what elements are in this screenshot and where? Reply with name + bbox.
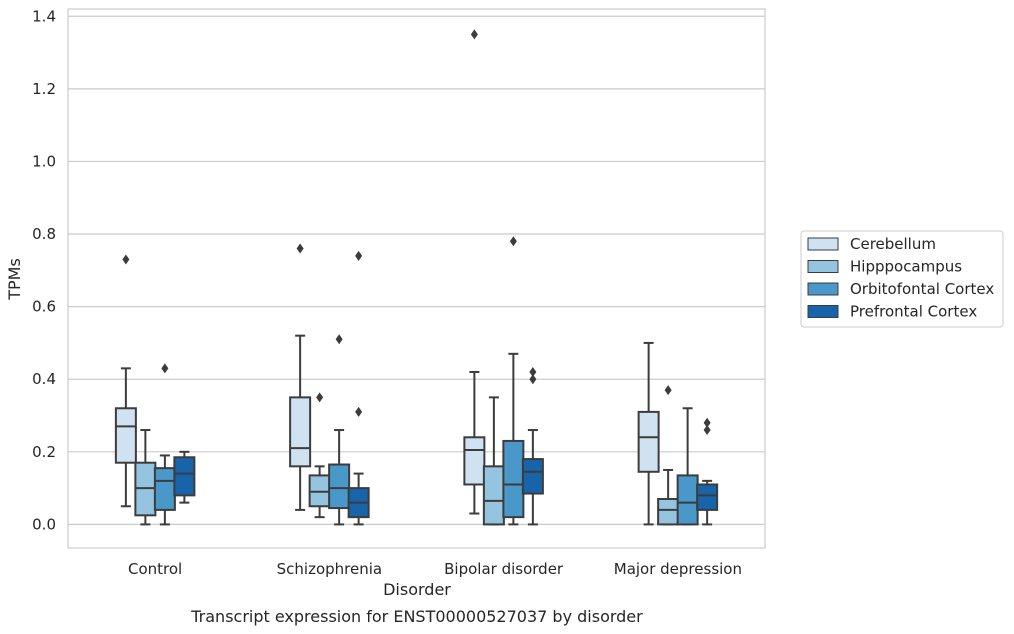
y-tick-label: 0.6 [32, 298, 56, 316]
legend: Cerebellum Hipppocampus Orbitofontal Corte… [800, 230, 1004, 328]
outlier-point [470, 29, 478, 40]
legend-label: Hipppocampus [850, 258, 962, 276]
outlier-point [335, 334, 343, 345]
legend-label: Prefrontal Cortex [850, 303, 977, 321]
gridlines [68, 15, 765, 526]
x-axis-label: Disorder [383, 580, 451, 599]
legend-swatch [807, 260, 839, 273]
plot-area-frame [67, 8, 766, 549]
x-tick-label: Schizophrenia [277, 560, 382, 578]
outlier-point [703, 417, 711, 428]
box-hipppocampus [482, 396, 505, 526]
box-iqr [676, 474, 699, 526]
box-cerebellum [463, 29, 486, 515]
y-tick-label: 0.2 [32, 443, 56, 461]
box-iqr [463, 436, 486, 486]
box-cerebellum [637, 341, 660, 526]
box-prefrontal-cortex [173, 450, 196, 504]
box-orbitofontal-cortex [328, 334, 351, 526]
box-prefrontal-cortex [521, 366, 544, 526]
legend-swatch [807, 237, 839, 251]
outlier-point [529, 366, 537, 377]
box-hipppocampus [134, 429, 157, 526]
box-iqr [521, 458, 544, 495]
box-orbitofontal-cortex [502, 236, 525, 526]
y-axis-label: TPMs [5, 258, 24, 301]
box-orbitofontal-cortex [153, 363, 176, 526]
y-tick-label: 1.0 [32, 152, 56, 170]
chart-caption: Transcript expression for ENST0000052703… [190, 607, 643, 626]
outlier-point [355, 406, 363, 417]
y-tick-label: 0.0 [32, 515, 56, 533]
box-prefrontal-cortex [347, 250, 370, 526]
outlier-point [529, 374, 537, 385]
legend-label: Orbitofontal Cortex [850, 280, 994, 298]
box-prefrontal-cortex [696, 417, 719, 526]
box-orbitofontal-cortex [676, 407, 699, 526]
legend-swatch [807, 282, 839, 296]
box-iqr [637, 410, 660, 473]
legend-frame [800, 230, 1004, 328]
box-iqr [502, 439, 525, 519]
box-iqr [657, 498, 680, 526]
x-axis-ticks: Control Schizophrenia Bipolar disorder Majo… [128, 560, 742, 578]
y-tick-label: 1.2 [32, 80, 56, 98]
boxes [114, 29, 719, 526]
y-axis-ticks: 0.0 0.2 0.4 0.6 0.8 1.0 1.2 1.4 [32, 7, 56, 533]
outlier-point [296, 243, 304, 254]
outlier-point [703, 425, 711, 436]
outlier-point [122, 254, 130, 265]
box-iqr [173, 456, 196, 497]
legend-swatch [807, 305, 839, 318]
y-tick-label: 1.4 [32, 7, 56, 25]
box-iqr [696, 483, 719, 511]
outlier-point [161, 363, 169, 374]
x-tick-label: Bipolar disorder [444, 560, 564, 578]
y-tick-label: 0.8 [32, 225, 56, 243]
box-iqr [482, 465, 505, 526]
y-tick-label: 0.4 [32, 370, 56, 388]
box-cerebellum [289, 243, 312, 511]
box-hipppocampus [657, 385, 680, 526]
box-iqr [114, 407, 137, 464]
legend-label: Cerebellum [850, 235, 936, 253]
outlier-point [509, 236, 517, 247]
box-iqr [289, 396, 312, 468]
box-iqr [153, 467, 176, 511]
box-cerebellum [114, 254, 137, 508]
box-iqr [328, 463, 351, 510]
x-tick-label: Major depression [614, 560, 742, 578]
outlier-point [664, 385, 672, 396]
outlier-point [316, 392, 324, 403]
outlier-point [355, 250, 363, 261]
x-tick-label: Control [128, 560, 182, 578]
box-hipppocampus [308, 392, 331, 519]
